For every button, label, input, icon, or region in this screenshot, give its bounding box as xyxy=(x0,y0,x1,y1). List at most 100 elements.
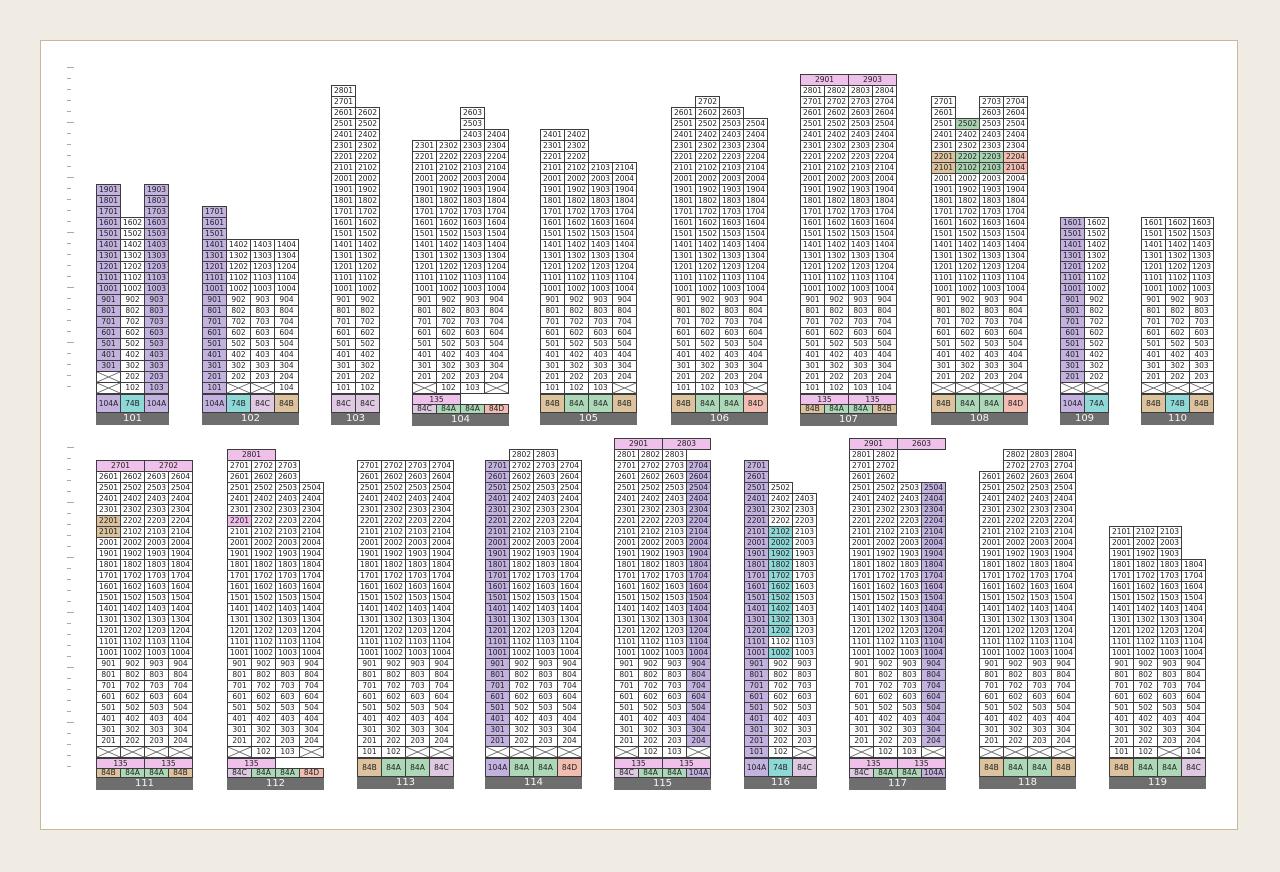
unit-cell[interactable]: 1404 xyxy=(743,239,768,251)
unit-cell[interactable]: 703 xyxy=(144,680,169,692)
unit-cell[interactable]: 1801 xyxy=(671,195,696,207)
unit-cell[interactable]: 1903 xyxy=(792,548,817,560)
unit-cell[interactable]: 2001 xyxy=(540,173,565,185)
unit-cell[interactable]: 1304 xyxy=(1003,250,1028,262)
unit-cell[interactable]: 1104 xyxy=(484,272,509,284)
unit-cell[interactable]: 603 xyxy=(1189,327,1214,339)
unit-cell[interactable]: 2504 xyxy=(429,482,454,494)
unit-cell[interactable]: 801 xyxy=(227,669,252,681)
unit-cell[interactable]: 1703 xyxy=(979,206,1004,218)
unit-cell[interactable]: 1901 xyxy=(931,184,956,196)
unit-cell[interactable]: 703 xyxy=(1157,680,1182,692)
unit-cell[interactable]: 801 xyxy=(96,669,121,681)
unit-cell[interactable]: 1202 xyxy=(226,261,251,273)
unit-cell[interactable]: 403 xyxy=(405,713,430,725)
unit-cell[interactable]: 204 xyxy=(484,371,509,383)
unit-cell[interactable]: 1702 xyxy=(695,206,720,218)
unit-cell[interactable]: 2204 xyxy=(686,515,711,527)
unit-cell[interactable]: 2802 xyxy=(638,449,663,461)
unit-cell[interactable]: 1603 xyxy=(275,581,300,593)
unit-cell[interactable]: 1002 xyxy=(564,283,589,295)
unit-cell[interactable]: 202 xyxy=(251,735,276,747)
unit-cell[interactable]: 2701 xyxy=(800,96,825,108)
unit-cell[interactable]: 1801 xyxy=(849,559,874,571)
unit-cell[interactable]: 1201 xyxy=(1141,261,1166,273)
unit-cell[interactable]: 703 xyxy=(662,680,687,692)
unit-cell[interactable]: 1402 xyxy=(768,603,793,615)
unit-cell[interactable]: 504 xyxy=(872,338,897,350)
unit-cell[interactable]: 1802 xyxy=(824,195,849,207)
unit-cell[interactable]: 802 xyxy=(638,669,663,681)
unit-cell[interactable]: 901 xyxy=(849,658,874,670)
unit-cell[interactable]: 504 xyxy=(743,338,768,350)
unit-cell[interactable]: 2102 xyxy=(1133,526,1158,538)
unit-cell[interactable]: 2203 xyxy=(979,151,1004,163)
unit-cell[interactable]: 1103 xyxy=(1157,636,1182,648)
unit-cell[interactable]: 1201 xyxy=(931,261,956,273)
unit-cell[interactable]: 1202 xyxy=(638,625,663,637)
unit-cell[interactable]: 1002 xyxy=(1003,647,1028,659)
unit-cell[interactable]: 601 xyxy=(614,691,639,703)
unit-cell[interactable]: 802 xyxy=(768,669,793,681)
unit-cell[interactable]: 1703 xyxy=(144,206,169,218)
unit-cell[interactable]: 1403 xyxy=(848,239,873,251)
unit-cell[interactable]: 501 xyxy=(485,702,510,714)
unit-cell[interactable]: 801 xyxy=(1141,305,1166,317)
unit-cell[interactable]: 2401 xyxy=(96,493,121,505)
unit-cell[interactable]: 201 xyxy=(614,735,639,747)
unit-cell[interactable]: 303 xyxy=(1157,724,1182,736)
unit-cell[interactable]: 1504 xyxy=(168,592,193,604)
unit-cell[interactable]: 1403 xyxy=(460,239,485,251)
unit-cell[interactable]: 204 xyxy=(429,735,454,747)
unit-cell[interactable]: 1202 xyxy=(873,625,898,637)
unit-cell[interactable]: 402 xyxy=(1133,713,1158,725)
unit-cell[interactable]: 1203 xyxy=(1157,625,1182,637)
unit-cell[interactable]: 2302 xyxy=(436,140,461,152)
unit-cell[interactable]: 2201 xyxy=(614,515,639,527)
unit-cell[interactable]: 1503 xyxy=(460,228,485,240)
unit-cell[interactable]: 302 xyxy=(824,360,849,372)
unit-cell[interactable]: 2203 xyxy=(533,515,558,527)
unit-cell[interactable]: 601 xyxy=(96,691,121,703)
unit-cell[interactable]: 402 xyxy=(1165,349,1190,361)
unit-cell[interactable]: 2201 xyxy=(485,515,510,527)
unit-cell[interactable]: 303 xyxy=(1189,360,1214,372)
unit-cell[interactable]: 1304 xyxy=(557,614,582,626)
unit-cell[interactable]: 2203 xyxy=(405,515,430,527)
unit-cell[interactable]: 701 xyxy=(1060,316,1085,328)
unit-cell[interactable]: 2503 xyxy=(275,482,300,494)
unit-cell[interactable]: 2001 xyxy=(485,537,510,549)
unit-cell[interactable]: 701 xyxy=(931,316,956,328)
unit-cell[interactable]: 1701 xyxy=(227,570,252,582)
unit-cell[interactable]: 1101 xyxy=(357,636,382,648)
unit-cell[interactable]: 1903 xyxy=(1157,548,1182,560)
unit-cell[interactable]: 202 xyxy=(226,371,251,383)
unit-cell[interactable]: 2401 xyxy=(614,493,639,505)
unit-cell[interactable]: 302 xyxy=(381,724,406,736)
unit-cell[interactable]: 1002 xyxy=(120,647,145,659)
unit-cell[interactable]: 203 xyxy=(979,371,1004,383)
unit-cell[interactable]: 502 xyxy=(509,702,534,714)
unit-cell[interactable]: 204 xyxy=(686,735,711,747)
unit-cell[interactable]: 2104 xyxy=(299,526,324,538)
unit-cell[interactable]: 403 xyxy=(1189,349,1214,361)
unit-cell[interactable]: 404 xyxy=(557,713,582,725)
unit-cell[interactable]: 1101 xyxy=(800,272,825,284)
unit-cell[interactable]: 203 xyxy=(460,371,485,383)
unit-cell[interactable]: 301 xyxy=(202,360,227,372)
unit-cell[interactable]: 1103 xyxy=(662,636,687,648)
unit-cell[interactable]: 1901 xyxy=(1109,548,1134,560)
unit-cell[interactable]: 1101 xyxy=(412,272,437,284)
unit-cell[interactable]: 2203 xyxy=(144,515,169,527)
unit-cell[interactable]: 2202 xyxy=(564,151,589,163)
unit-cell[interactable]: 503 xyxy=(405,702,430,714)
unit-cell[interactable]: 2801 xyxy=(800,85,825,97)
unit-cell[interactable]: 1503 xyxy=(792,592,817,604)
unit-cell[interactable]: 1303 xyxy=(662,614,687,626)
unit-cell[interactable]: 903 xyxy=(848,294,873,306)
unit-cell[interactable]: 2601 xyxy=(614,471,639,483)
unit-cell[interactable]: 1703 xyxy=(1157,570,1182,582)
unit-cell[interactable]: 804 xyxy=(872,305,897,317)
unit-cell[interactable]: 1304 xyxy=(168,614,193,626)
unit-cell[interactable]: 1401 xyxy=(979,603,1004,615)
